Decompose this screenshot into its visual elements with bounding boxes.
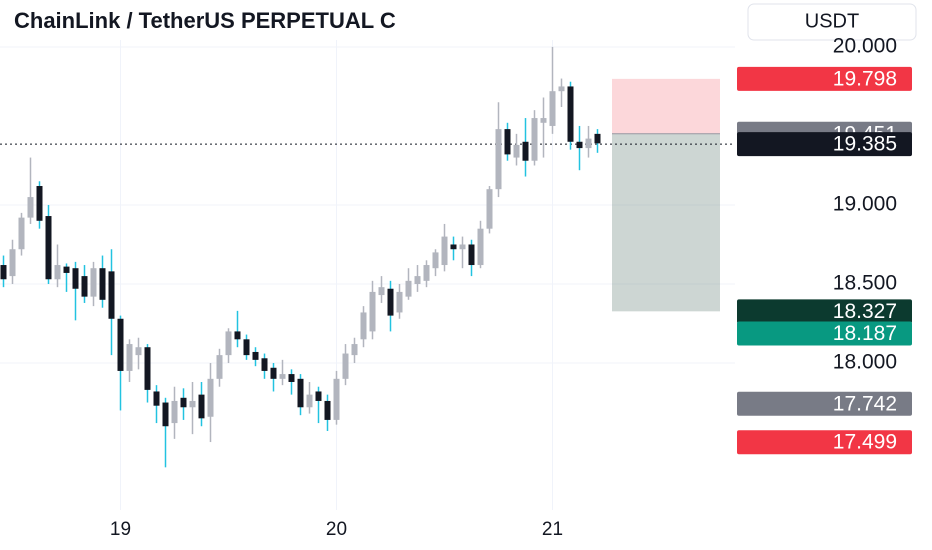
- candle-body: [414, 276, 421, 285]
- price-label: 17.742: [833, 392, 897, 415]
- candle-body: [576, 141, 583, 149]
- candle-body: [549, 91, 556, 126]
- candle-body: [513, 144, 520, 158]
- candle-body: [558, 86, 565, 92]
- candle-body: [396, 291, 403, 313]
- candle-body: [72, 268, 79, 289]
- candle-body: [189, 400, 196, 408]
- candle-body: [540, 118, 547, 123]
- price-label-box: [737, 391, 912, 416]
- candle-body: [234, 331, 241, 340]
- currency-button-label[interactable]: USDT: [805, 10, 859, 32]
- price-label-box: [737, 299, 912, 324]
- candle-body: [585, 138, 592, 149]
- x-tick-label: 20: [326, 519, 347, 540]
- candle-body: [315, 391, 322, 401]
- candle-body: [387, 288, 394, 316]
- y-tick-label: 18.000: [833, 351, 897, 374]
- candle-body: [81, 276, 88, 297]
- candle-body: [486, 189, 493, 229]
- candle-body: [198, 394, 205, 419]
- candle-body: [135, 347, 142, 356]
- candle-body: [531, 118, 538, 161]
- candle-body: [495, 129, 502, 190]
- currency-button[interactable]: [747, 3, 917, 41]
- price-label-box: [737, 132, 912, 157]
- y-tick-label: 19.000: [833, 193, 897, 216]
- candle-body: [279, 374, 286, 379]
- candle-body: [378, 287, 385, 296]
- candle-body: [468, 244, 475, 266]
- candle-body: [252, 351, 259, 360]
- chart-title: ChainLink / TetherUS PERPETUAL C: [14, 8, 396, 33]
- candle-body: [108, 271, 115, 319]
- y-tick-label: 20.000: [833, 34, 897, 57]
- candle-body: [99, 268, 106, 300]
- target-zone: [612, 133, 720, 312]
- candle-body: [504, 129, 511, 155]
- candle-body: [243, 339, 250, 356]
- candle-body: [360, 312, 367, 340]
- candle-body: [306, 394, 313, 408]
- candle-body: [27, 197, 34, 218]
- candle-body: [0, 265, 7, 280]
- candle-body: [45, 216, 52, 280]
- price-label-box: [737, 321, 912, 346]
- candle-body: [36, 186, 43, 221]
- candle-body: [423, 265, 430, 281]
- candle-body: [594, 133, 601, 144]
- candle-body: [522, 141, 529, 161]
- candle-body: [18, 217, 25, 250]
- price-label-box: [737, 430, 912, 455]
- candle-body: [288, 374, 295, 382]
- candle-body: [450, 244, 457, 250]
- price-label-box: [737, 66, 912, 91]
- candle-body: [297, 378, 304, 408]
- price-label: 19.385: [833, 133, 897, 156]
- candle-body: [144, 347, 151, 390]
- candle-body: [333, 378, 340, 420]
- candle-body: [477, 228, 484, 266]
- candle-body: [261, 358, 268, 371]
- candle-body: [54, 265, 61, 280]
- candle-body: [216, 355, 223, 379]
- candle-body: [63, 266, 70, 273]
- candle-body: [351, 344, 358, 356]
- candle-body: [117, 318, 124, 371]
- candle-body: [207, 378, 214, 417]
- candle-body: [9, 249, 16, 277]
- candle-body: [153, 391, 160, 406]
- candle-body: [405, 280, 412, 297]
- candle-body: [171, 400, 178, 424]
- stop-zone: [612, 78, 720, 134]
- candle-body: [441, 236, 448, 266]
- candle-body: [90, 268, 97, 297]
- x-tick-label: 19: [110, 519, 131, 540]
- candle-body: [342, 353, 349, 379]
- candle-body: [459, 244, 466, 250]
- candle-body: [567, 86, 574, 142]
- candle-body: [432, 252, 439, 269]
- title-bg: [0, 0, 740, 40]
- candle-body: [126, 344, 133, 371]
- candle-body: [225, 331, 232, 356]
- price-label: 18.327: [833, 300, 897, 323]
- price-label: 18.187: [833, 322, 897, 345]
- y-tick-label: 18.500: [833, 272, 897, 295]
- price-label: 17.499: [833, 431, 897, 454]
- candle-body: [162, 402, 169, 427]
- candle-body: [270, 367, 277, 379]
- x-tick-label: 21: [542, 519, 563, 540]
- price-label: 19.798: [833, 67, 897, 90]
- candle-body: [324, 400, 331, 420]
- candle-body: [180, 397, 187, 408]
- plot-area: 19 20 21: [0, 0, 735, 540]
- candle-body: [369, 291, 376, 332]
